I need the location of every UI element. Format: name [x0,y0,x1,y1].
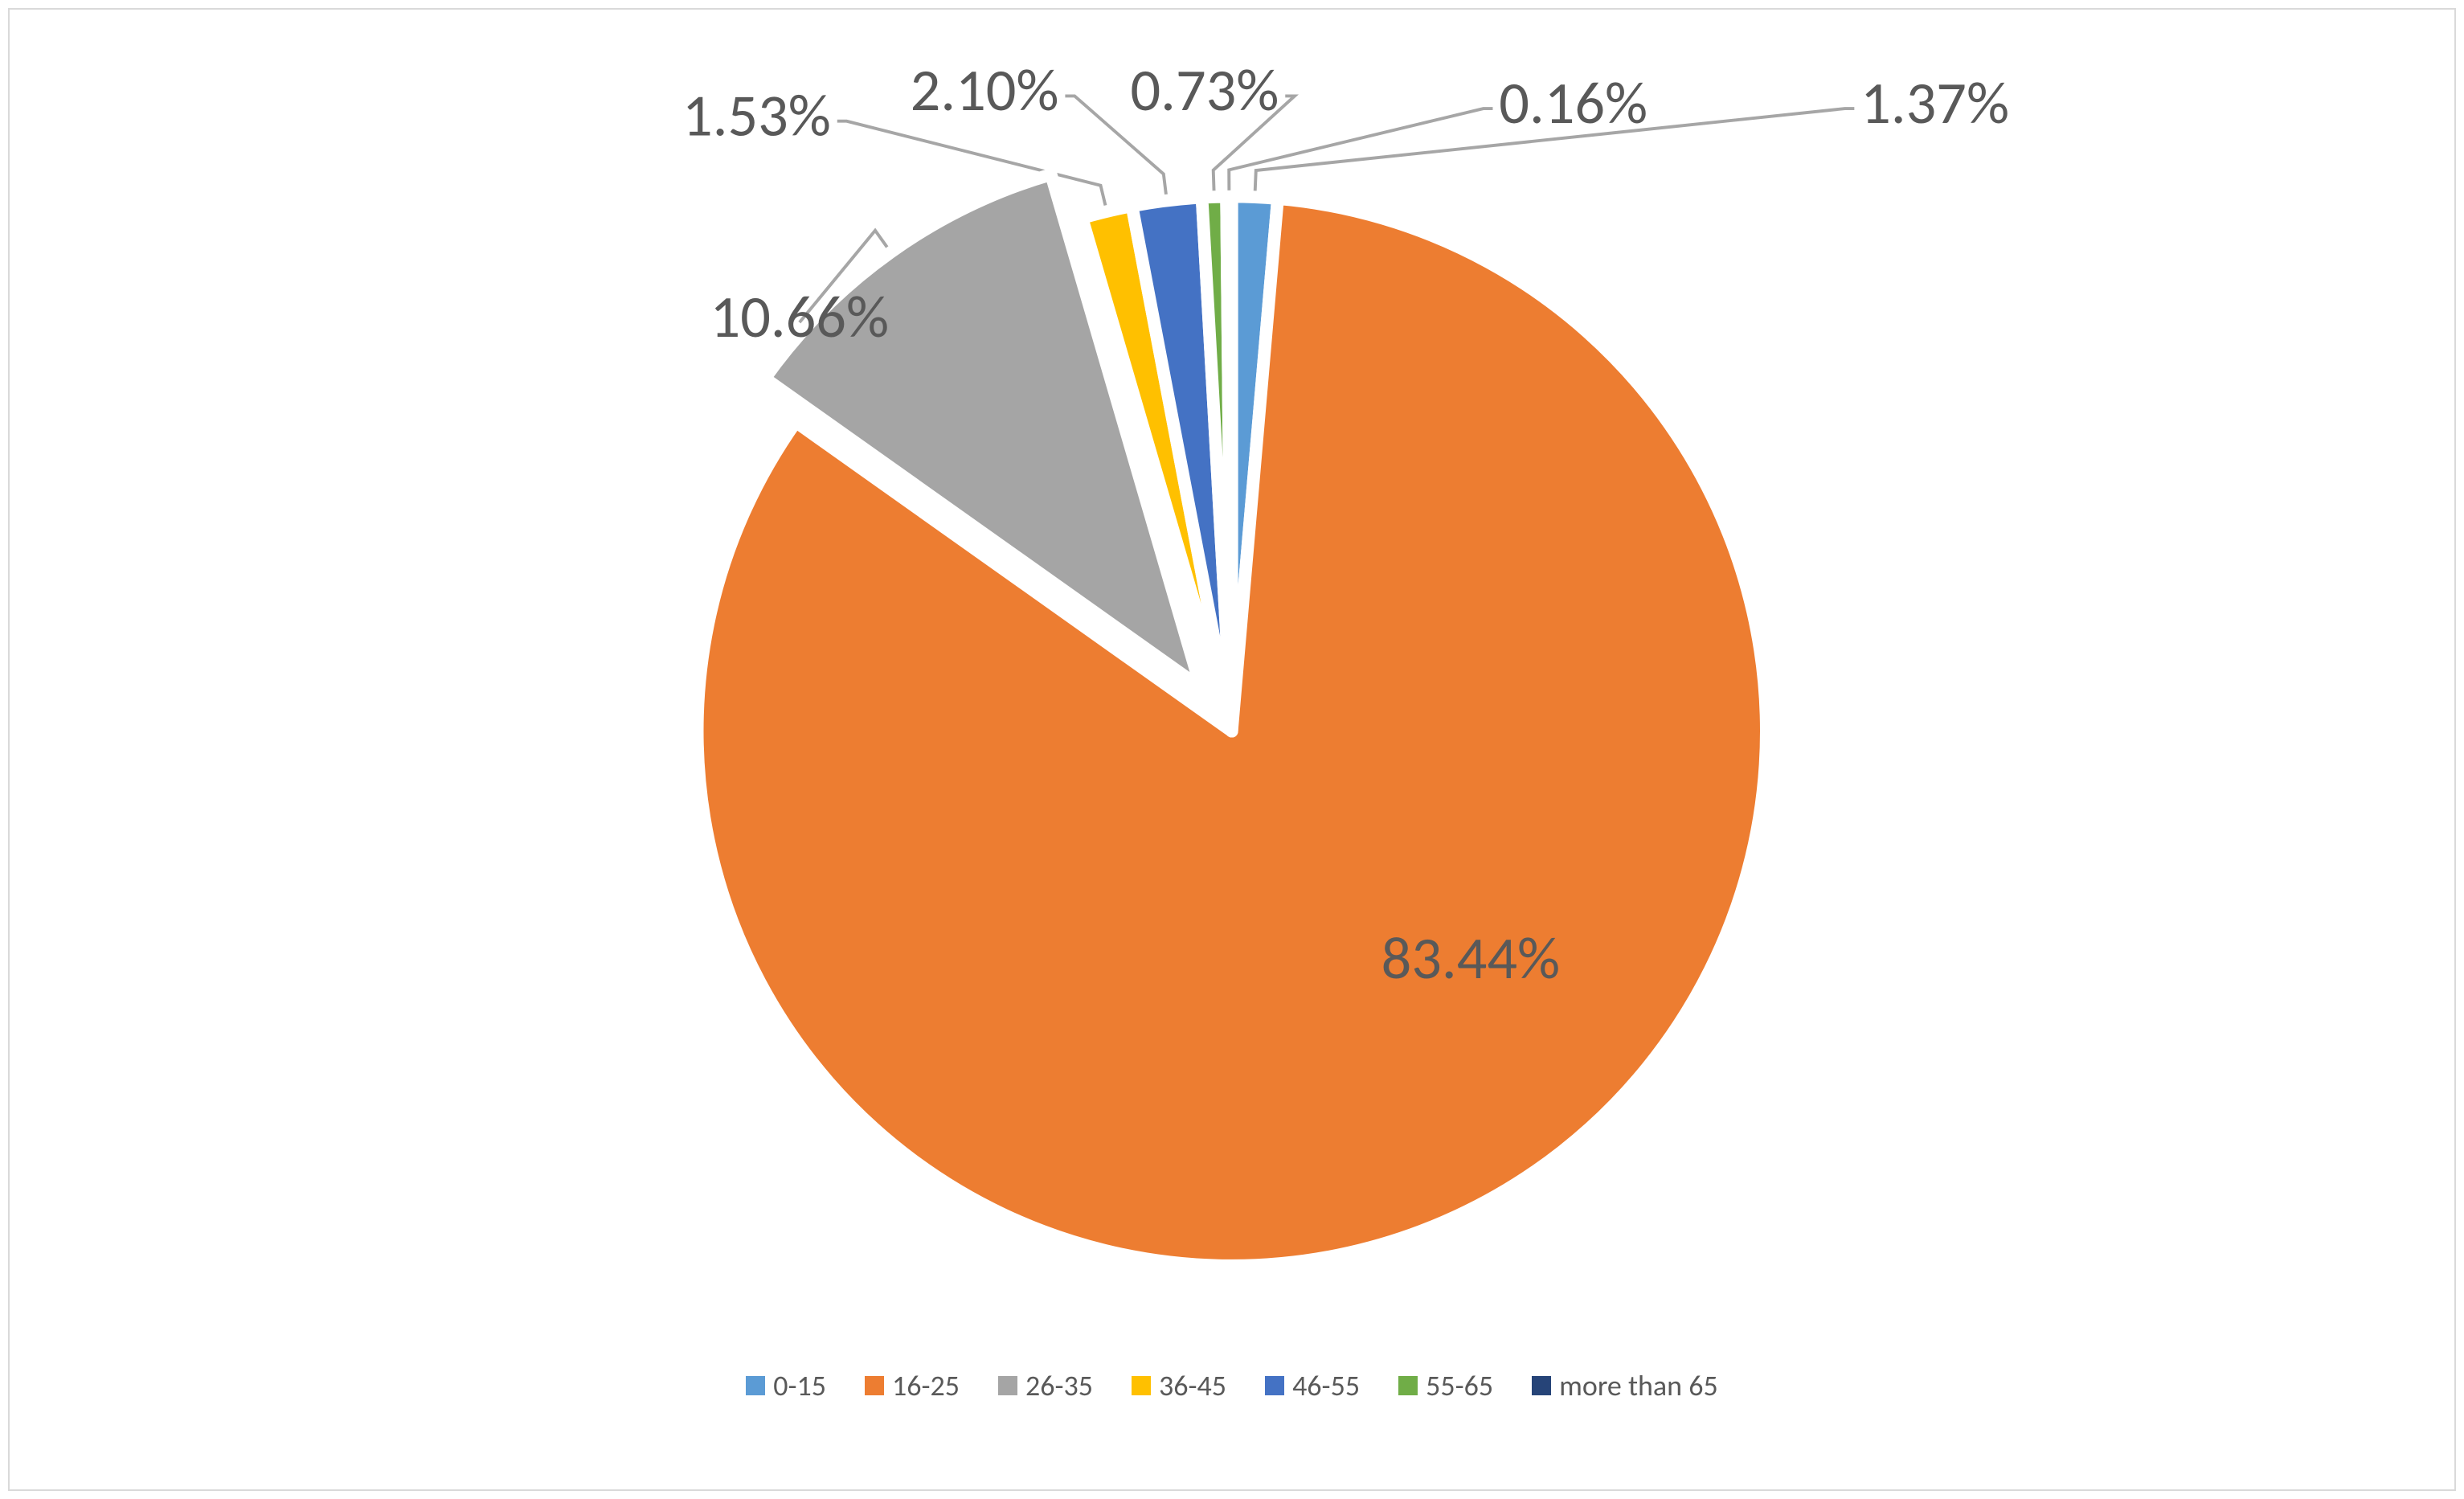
slice-label: 83.44% [1381,921,1561,994]
chart-frame: 1.37% 83.44% 10.66% 1.53% 2.10% 0.73% 0.16% 0-… [0,0,2464,1499]
slice-label: 10.66% [710,280,890,353]
legend-swatch [1532,1376,1551,1395]
legend-item: 26-35 [998,1368,1093,1403]
legend-item: 46-55 [1265,1368,1360,1403]
slice-label: 2.10% [911,53,1059,126]
legend-swatch [1398,1376,1418,1395]
legend-swatch [746,1376,765,1395]
slice-label: 1.37% [1860,66,2009,139]
slice-label: 1.53% [682,78,831,151]
pie-chart: 1.37% 83.44% 10.66% 1.53% 2.10% 0.73% 0.16% [83,39,2381,1297]
legend-label: 46-55 [1292,1368,1360,1403]
legend-item: 0-15 [746,1368,826,1403]
legend-swatch [1265,1376,1284,1395]
legend-swatch [865,1376,884,1395]
legend-label: 16-25 [892,1368,960,1403]
legend-swatch [998,1376,1017,1395]
legend-label: 26-35 [1025,1368,1093,1403]
plot-area: 1.37% 83.44% 10.66% 1.53% 2.10% 0.73% 0.16% [83,39,2381,1297]
legend-label: 55-65 [1426,1368,1493,1403]
legend-item: 36-45 [1132,1368,1226,1403]
legend-item: 55-65 [1398,1368,1493,1403]
legend-item: more than 65 [1532,1368,1718,1403]
slice-label: 0.16% [1500,66,1648,139]
legend: 0-15 16-25 26-35 36-45 46-55 55-65 more than 6… [10,1312,2454,1460]
legend-swatch [1132,1376,1151,1395]
legend-label: more than 65 [1559,1368,1718,1403]
legend-item: 16-25 [865,1368,960,1403]
chart-border: 1.37% 83.44% 10.66% 1.53% 2.10% 0.73% 0.16% 0-… [8,8,2456,1491]
pie-slice [1226,196,1232,731]
legend-label: 0-15 [773,1368,826,1403]
legend-label: 36-45 [1159,1368,1226,1403]
slice-label: 0.73% [1131,53,1279,126]
